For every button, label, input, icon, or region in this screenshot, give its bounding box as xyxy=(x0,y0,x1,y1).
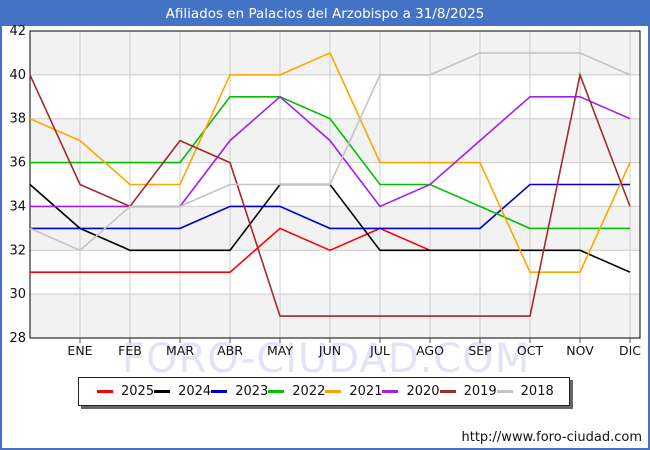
legend-item-2022: 2022 xyxy=(268,384,325,399)
x-axis-tick-label: MAY xyxy=(267,343,293,358)
series-line-2025 xyxy=(30,227,431,274)
legend-swatch-2019 xyxy=(439,390,456,393)
footer-url: http://www.foro-ciudad.com xyxy=(461,430,642,445)
x-axis-tick-label: OCT xyxy=(517,343,544,358)
legend-label-2020: 2020 xyxy=(406,384,440,399)
legend-swatch-2021 xyxy=(325,390,342,393)
legend-label-2019: 2019 xyxy=(463,384,497,399)
x-axis-tick-label: AGO xyxy=(416,343,444,358)
y-axis-tick-label: 32 xyxy=(9,243,26,258)
legend-swatch-2025 xyxy=(97,390,113,393)
x-axis-tick-label: NOV xyxy=(566,343,594,358)
legend-label-2025: 2025 xyxy=(121,384,155,399)
chart-legend: 2025 2024 2023 2022 2021 2020 2019 2018 xyxy=(78,377,570,406)
legend-swatch-2020 xyxy=(382,390,399,393)
x-axis-tick-label: SEP xyxy=(468,343,492,358)
series-line-2023 xyxy=(30,183,630,230)
y-axis-tick-label: 40 xyxy=(9,68,26,83)
legend-item-2020: 2020 xyxy=(382,384,440,399)
y-axis-tick-label: 42 xyxy=(9,24,26,39)
y-axis-tick-label: 36 xyxy=(9,156,26,171)
legend-swatch-2022 xyxy=(268,390,285,393)
legend-label-2022: 2022 xyxy=(292,384,326,399)
legend-swatch-2023 xyxy=(211,390,228,393)
y-axis-tick-label: 34 xyxy=(9,199,26,214)
legend-label-2023: 2023 xyxy=(235,384,269,399)
legend-swatch-2018 xyxy=(496,390,513,393)
y-axis-tick-label: 38 xyxy=(9,112,26,127)
legend-swatch-2024 xyxy=(154,390,171,393)
page-title: Afiliados en Palacios del Arzobispo a 31… xyxy=(2,2,648,26)
x-axis-tick-label: DIC xyxy=(619,343,641,358)
x-axis-tick-label: JUN xyxy=(318,343,341,358)
legend-item-2023: 2023 xyxy=(211,384,268,399)
y-axis-tick-label: 28 xyxy=(9,331,26,346)
legend-label-2018: 2018 xyxy=(520,384,554,399)
legend-item-2018: 2018 xyxy=(496,384,554,399)
legend-item-2019: 2019 xyxy=(439,384,497,399)
x-axis-tick-label: MAR xyxy=(166,343,194,358)
legend-label-2021: 2021 xyxy=(349,384,383,399)
legend-label-2024: 2024 xyxy=(178,384,212,399)
legend-item-2025: 2025 xyxy=(97,384,154,399)
y-axis-tick-label: 30 xyxy=(9,287,26,302)
series-line-2018 xyxy=(29,52,631,252)
legend-item-2024: 2024 xyxy=(154,384,211,399)
legend-item-2021: 2021 xyxy=(325,384,382,399)
x-axis-tick-label: JUL xyxy=(369,343,390,358)
series-line-2022 xyxy=(30,96,630,230)
series-line-2021 xyxy=(29,51,631,274)
x-axis-tick-label: ENE xyxy=(67,343,92,358)
x-axis-tick-label: FEB xyxy=(118,343,142,358)
x-axis-tick-label: ABR xyxy=(217,343,243,358)
